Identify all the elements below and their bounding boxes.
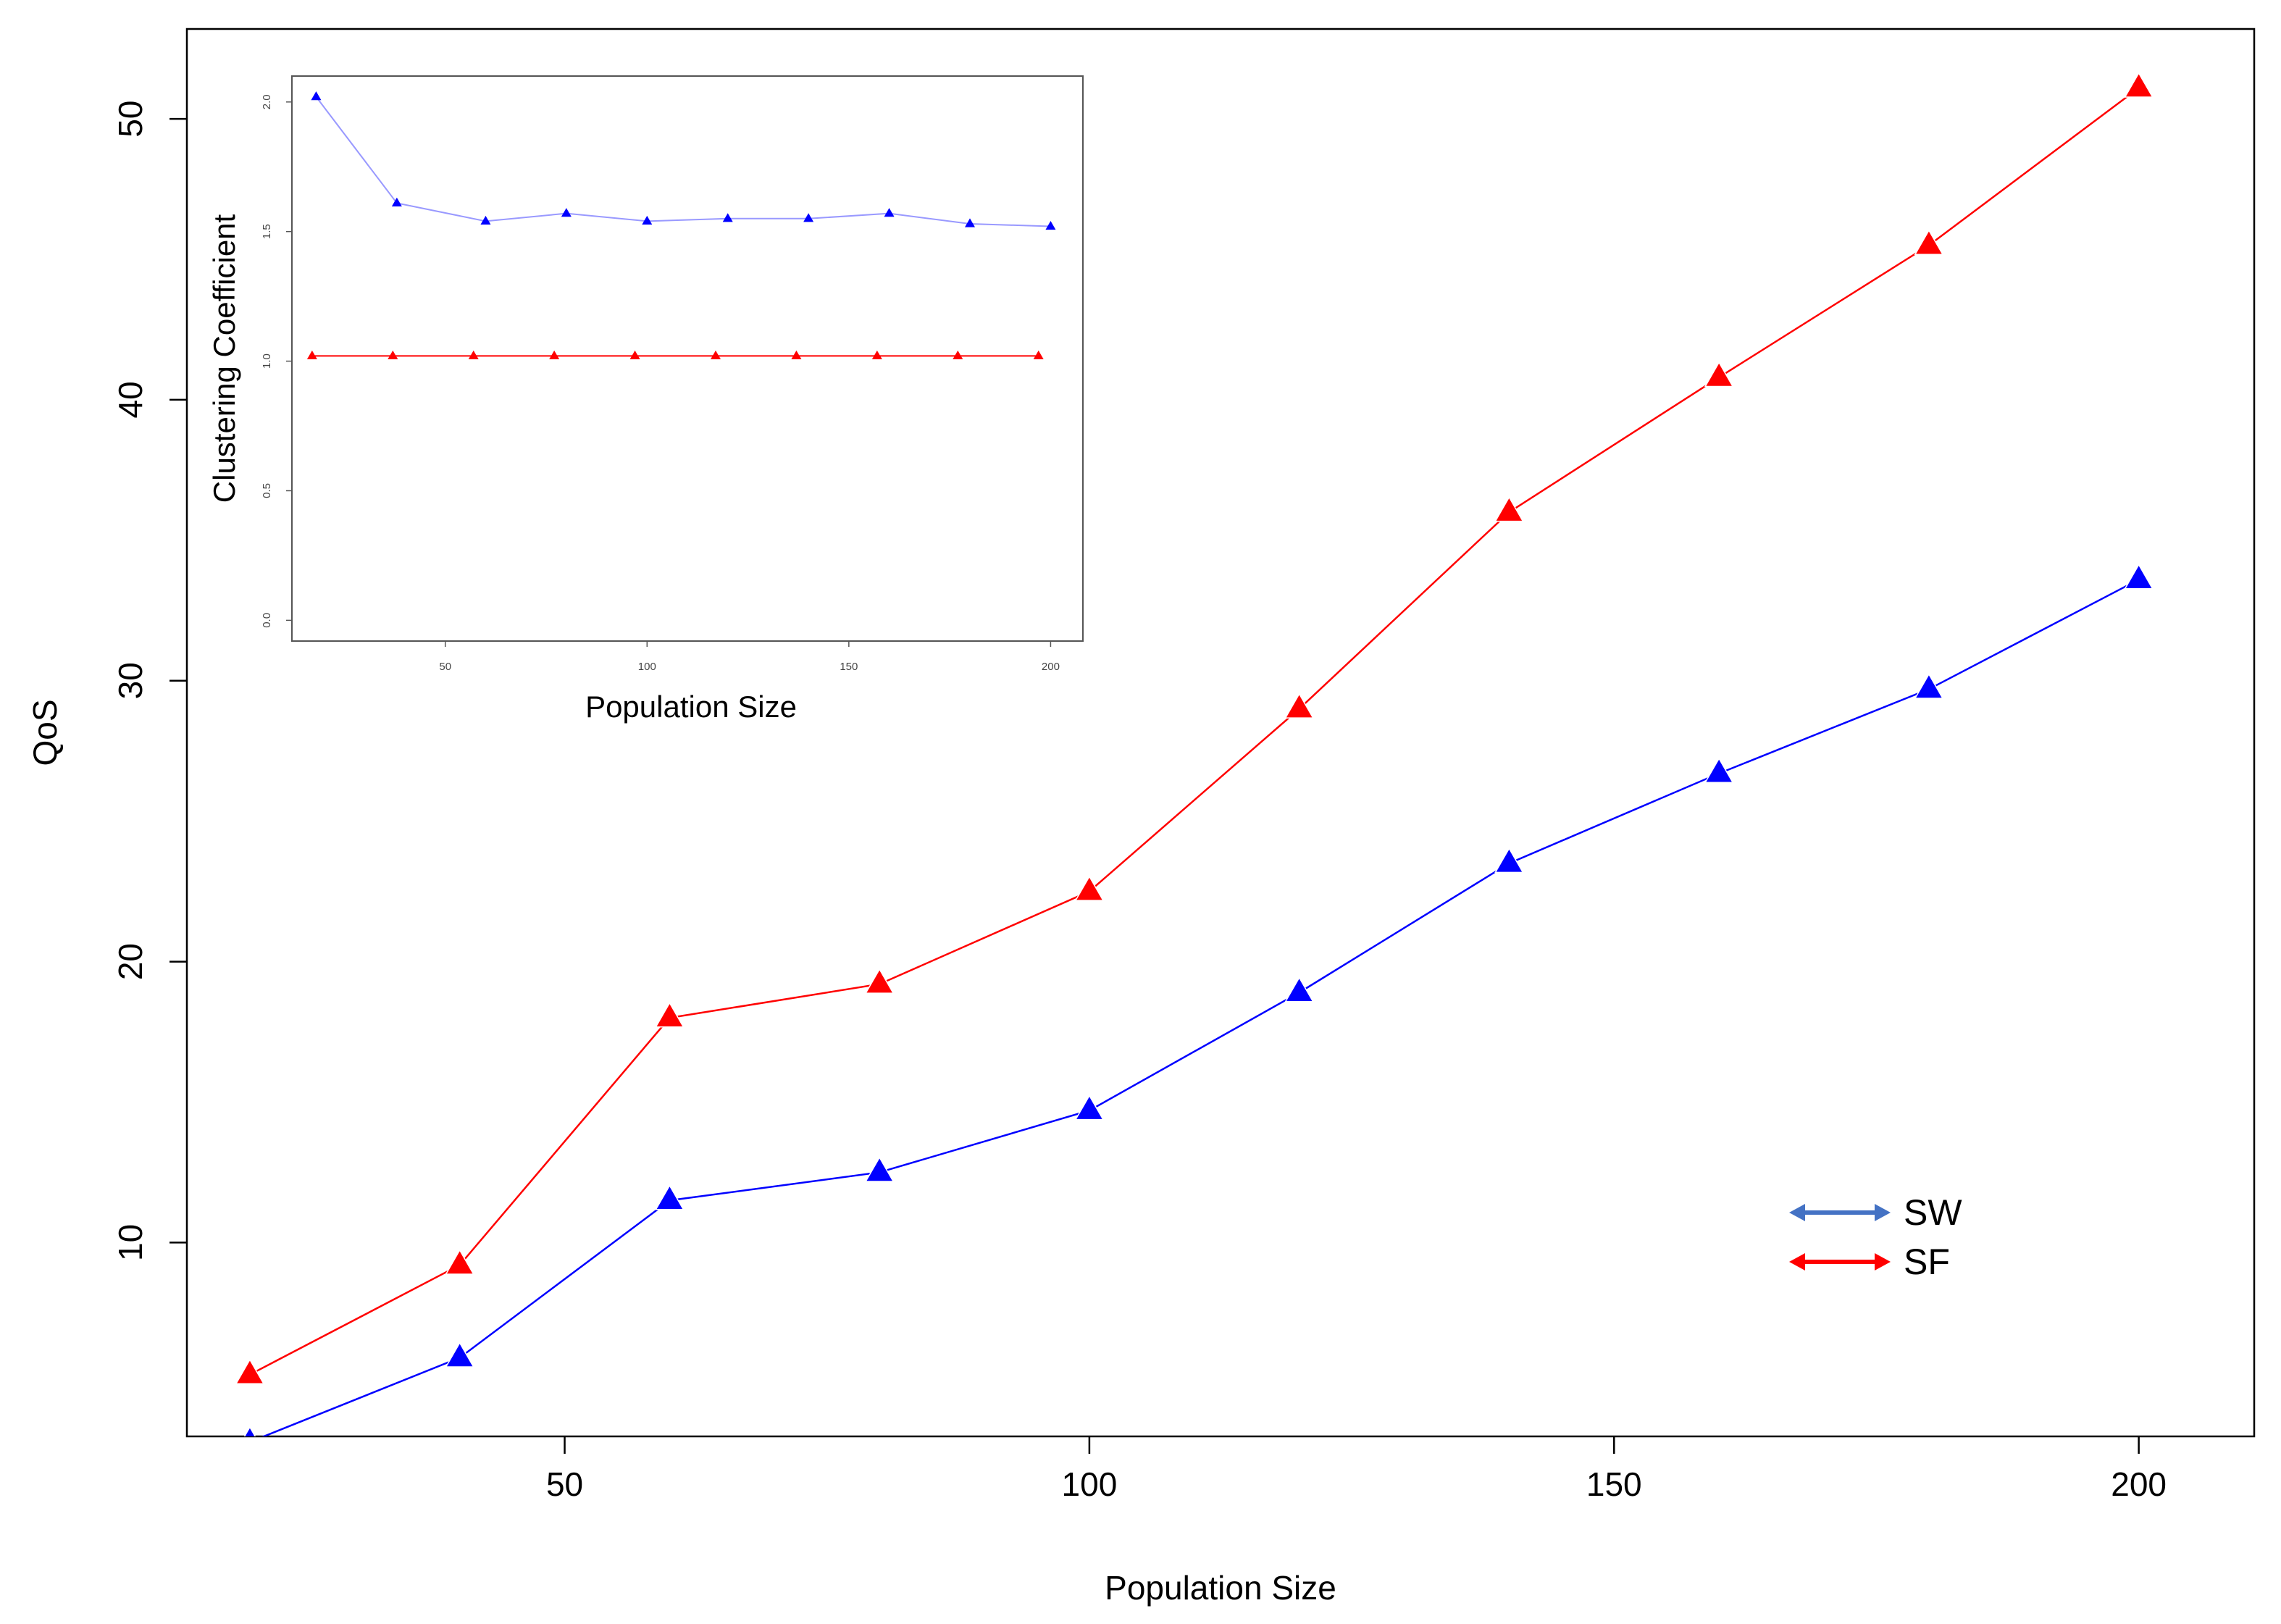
data-point-sw — [1074, 1094, 1105, 1121]
legend-item-sf: SF — [1789, 1237, 1970, 1286]
inset-data-point-1 — [871, 350, 882, 360]
inset-data-point-1 — [711, 350, 721, 360]
data-point-sw — [1704, 757, 1734, 784]
data-point-sf — [1704, 361, 1734, 388]
x-tick-label: 150 — [1586, 1465, 1642, 1503]
x-tick-label: 100 — [1062, 1465, 1118, 1503]
data-point-sw — [864, 1156, 895, 1182]
data-point-sf — [2124, 72, 2154, 98]
data-point-sf — [1074, 875, 1105, 901]
inset-data-point-1 — [468, 350, 479, 360]
x-tick-label: 50 — [546, 1465, 583, 1503]
data-point-sf — [1494, 496, 1524, 522]
data-point-sw — [2124, 564, 2154, 590]
inset-x-tick-label: 50 — [439, 661, 451, 673]
inset-x-axis-label: Population Size — [585, 690, 797, 724]
y-tick-label: 30 — [112, 662, 149, 699]
inset-data-point-1 — [388, 350, 398, 360]
y-tick-label: 40 — [112, 381, 149, 418]
plot-frame — [185, 28, 2256, 1438]
data-point-sf — [445, 1249, 474, 1275]
double-arrow-icon — [1789, 1253, 1891, 1271]
inset-data-point-0 — [391, 197, 402, 206]
y-tick-label: 20 — [112, 943, 149, 980]
data-point-sf — [235, 1358, 265, 1384]
inset-data-point-1 — [953, 350, 963, 360]
inset-frame — [291, 75, 1084, 642]
data-point-sw — [655, 1184, 685, 1210]
legend-label-sf: SF — [1904, 1242, 1950, 1282]
inset-y-tick-label: 1.5 — [261, 224, 273, 239]
inset-data-point-0 — [311, 91, 322, 101]
inset-data-point-1 — [791, 350, 802, 360]
inset-y-tick-label: 0.5 — [261, 483, 273, 498]
inset-x-tick-label: 100 — [638, 661, 656, 673]
data-point-sf — [1914, 229, 1944, 255]
y-axis-label: QoS — [26, 699, 64, 766]
inset-data-point-1 — [306, 350, 317, 360]
data-point-sw — [445, 1342, 474, 1368]
inset-data-point-1 — [549, 350, 560, 360]
legend: SW SF — [1789, 1188, 1970, 1297]
inset-data-point-0 — [561, 208, 572, 217]
inset-data-point-0 — [642, 215, 653, 225]
inset-y-tick-label: 2.0 — [261, 94, 273, 109]
inset-x-tick-label: 200 — [1042, 661, 1060, 673]
data-point-sw — [243, 1426, 256, 1436]
inset-y-tick-label: 0.0 — [261, 613, 273, 628]
legend-label-sw: SW — [1904, 1192, 1962, 1233]
inset-x-tick-label: 150 — [840, 661, 858, 673]
series-line-sf — [249, 87, 2140, 1376]
data-point-sw — [1494, 847, 1524, 874]
inset-data-point-0 — [1045, 220, 1056, 230]
inset-y-tick-label: 1.0 — [261, 353, 273, 369]
inset-data-point-0 — [722, 213, 733, 222]
y-tick-label: 10 — [112, 1224, 149, 1261]
data-point-sf — [655, 1002, 685, 1028]
data-point-sw — [1914, 673, 1944, 699]
double-arrow-icon — [1789, 1204, 1891, 1221]
inset-data-point-1 — [1033, 350, 1044, 360]
inset-data-point-0 — [884, 208, 895, 217]
inset-data-point-0 — [965, 218, 975, 227]
main-plot-area — [235, 72, 2154, 1436]
inset-data-point-0 — [803, 213, 814, 222]
data-point-sf — [864, 968, 895, 994]
series-line-sw — [261, 579, 2140, 1436]
inset-data-point-0 — [480, 215, 491, 225]
inset-series-line-0 — [315, 96, 1051, 227]
x-axis-label: Population Size — [1105, 1569, 1336, 1607]
x-tick-label: 200 — [2111, 1465, 2167, 1503]
data-point-sw — [1284, 976, 1314, 1003]
y-tick-label: 50 — [112, 101, 149, 138]
inset-y-axis-label: Clustering Coefficient — [207, 214, 241, 503]
legend-item-sw: SW — [1789, 1188, 1970, 1237]
inset-data-point-1 — [629, 350, 640, 360]
data-point-sf — [1284, 692, 1314, 719]
